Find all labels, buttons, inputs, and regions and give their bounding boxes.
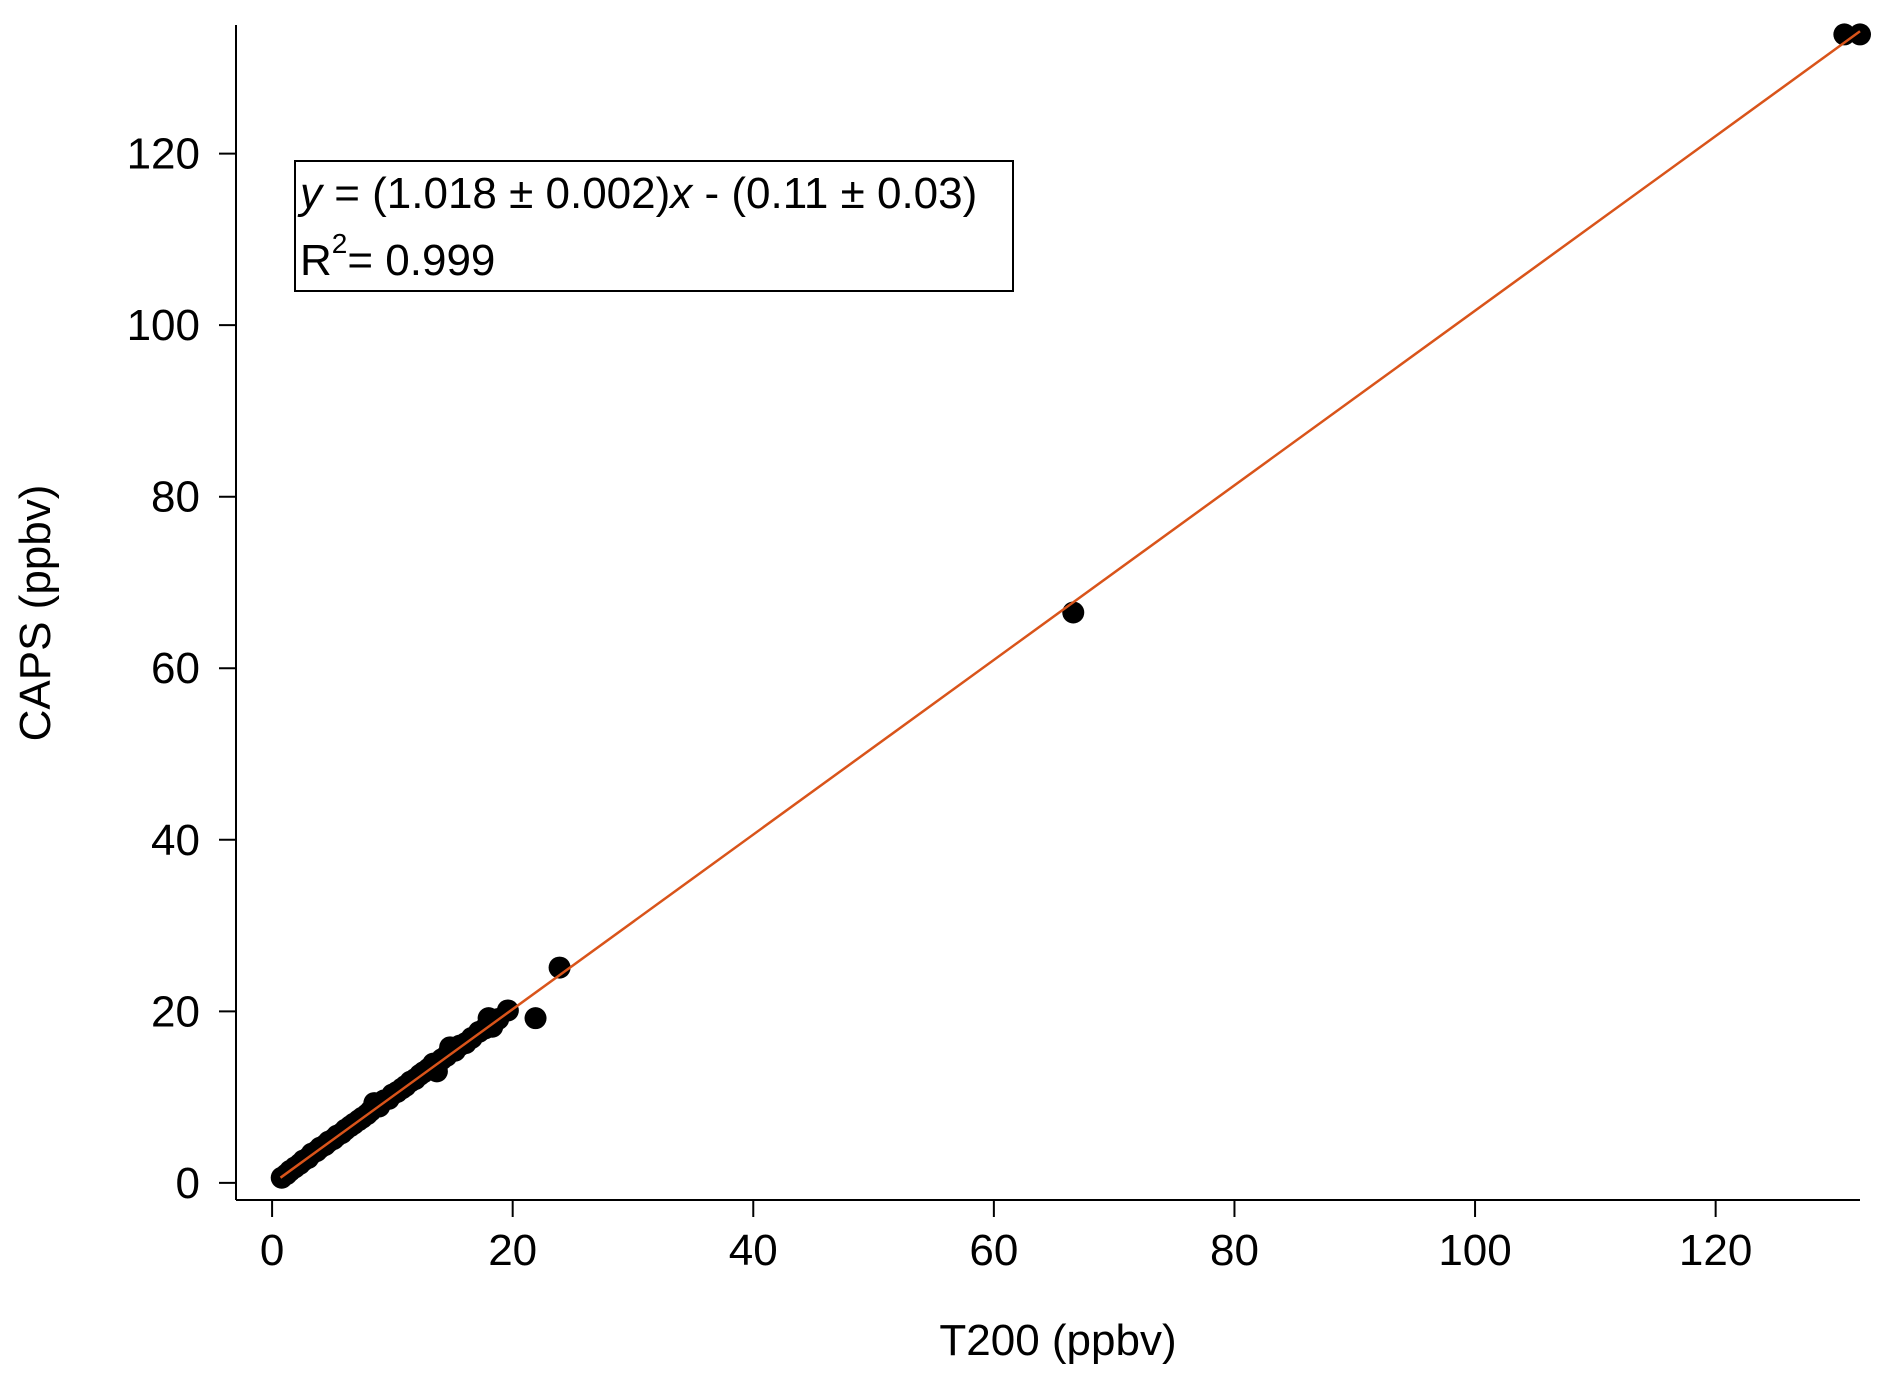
fit-line (279, 30, 1861, 1179)
axis-ticks: 0 20 40 60 80 100 120 0 20 40 60 80 100 120 (127, 130, 1753, 1275)
x-tick-label: 20 (488, 1226, 537, 1275)
data-point (1062, 601, 1085, 624)
x-axis-title: T200 (ppbv) (939, 1316, 1176, 1365)
x-tick-label: 0 (260, 1226, 284, 1275)
y-tick-label: 60 (151, 644, 200, 693)
data-point (548, 956, 571, 979)
equation-text: y = (1.018 ± 0.002)x - (0.11 ± 0.03) (297, 169, 977, 218)
x-tick-label: 120 (1679, 1226, 1752, 1275)
x-tick-label: 100 (1438, 1226, 1511, 1275)
equation-y: y (297, 169, 325, 218)
y-tick-label: 0 (176, 1159, 200, 1208)
equation-intercept: - (0.11 ± 0.03) (692, 169, 977, 218)
x-tick-label: 60 (969, 1226, 1018, 1275)
y-tick-label: 20 (151, 987, 200, 1036)
y-tick-label: 80 (151, 473, 200, 522)
fit-annotation: y = (1.018 ± 0.002)x - (0.11 ± 0.03) R2=… (294, 160, 1014, 292)
y-tick-label: 100 (127, 301, 200, 350)
x-tick-label: 40 (729, 1226, 778, 1275)
r-squared-text: R2= 0.999 (300, 228, 495, 285)
equation-coefficient: = (1.018 ± 0.002) (322, 169, 670, 218)
data-point (524, 1007, 547, 1030)
r-squared-symbol: R (300, 236, 332, 285)
r-squared-value: = 0.999 (347, 236, 495, 285)
y-axis-title: CAPS (ppbv) (11, 485, 60, 742)
y-tick-label: 120 (127, 130, 200, 179)
data-point (1849, 23, 1871, 46)
r-squared-superscript: 2 (332, 228, 348, 259)
equation-x: x (668, 169, 694, 218)
x-tick-label: 80 (1210, 1226, 1259, 1275)
y-tick-label: 40 (151, 816, 200, 865)
annotation-box (294, 160, 1014, 292)
